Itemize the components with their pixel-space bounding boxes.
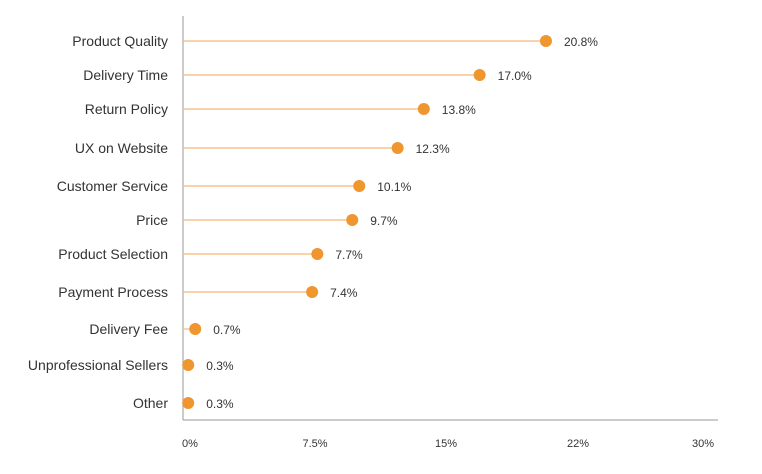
data-point (182, 359, 195, 371)
category-label: Payment Process (58, 284, 168, 300)
category-label: Delivery Fee (89, 321, 168, 337)
data-point (353, 180, 366, 192)
category-label: Return Policy (85, 101, 168, 117)
value-label: 17.0% (498, 69, 532, 83)
value-label: 7.4% (330, 286, 358, 300)
category-label: Price (136, 212, 168, 228)
category-label: Unprofessional Sellers (28, 357, 168, 373)
x-tick-label: 7.5% (302, 438, 327, 450)
data-point (182, 397, 195, 409)
x-tick-label: 22% (567, 438, 589, 450)
value-label: 20.8% (564, 35, 598, 49)
category-labels: Product Quality Delivery Time Return Polic… (28, 33, 168, 411)
value-labels: 20.8% 17.0% 13.8% 12.3% 10.1% 9.7% 7.7% 7.4% 0.7… (206, 35, 598, 411)
x-tick-label: 0% (182, 438, 198, 450)
value-label: 13.8% (442, 103, 476, 117)
value-label: 12.3% (416, 142, 450, 156)
x-tick-label: 15% (435, 438, 457, 450)
x-tick-label: 30% (692, 438, 714, 450)
data-point (306, 286, 319, 298)
data-point (311, 248, 324, 260)
category-label: Product Quality (72, 33, 168, 49)
data-point (391, 142, 404, 154)
stems (183, 40, 546, 404)
value-label: 10.1% (377, 180, 411, 194)
category-label: UX on Website (75, 140, 168, 156)
data-point (189, 323, 202, 335)
markers (182, 35, 552, 409)
data-point (346, 214, 359, 226)
data-point (417, 103, 430, 115)
category-label: Customer Service (57, 178, 168, 194)
value-label: 7.7% (335, 248, 363, 262)
value-label: 0.3% (206, 397, 234, 411)
data-point (473, 69, 486, 81)
category-label: Product Selection (58, 246, 168, 262)
x-tick-labels: 0% 7.5% 15% 22% 30% (182, 438, 714, 450)
category-label: Delivery Time (83, 67, 168, 83)
category-label: Other (133, 395, 168, 411)
value-label: 0.7% (213, 323, 241, 337)
value-label: 0.3% (206, 359, 234, 373)
data-point (539, 35, 552, 47)
value-label: 9.7% (370, 214, 398, 228)
